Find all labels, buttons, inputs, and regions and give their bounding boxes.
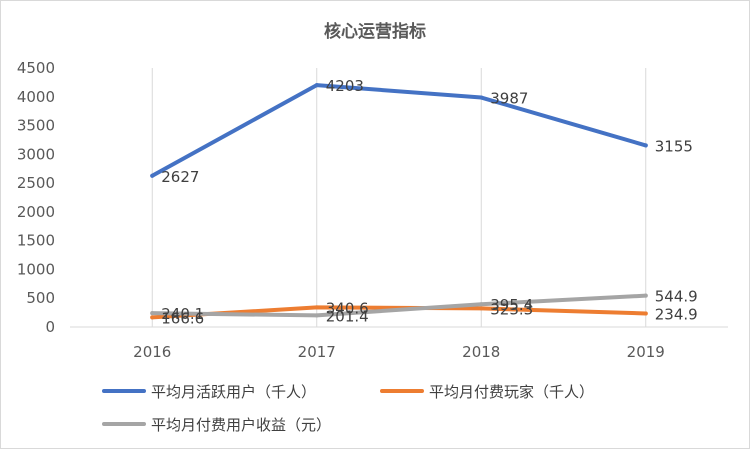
series-lines	[150, 83, 648, 320]
y-tick-label: 1000	[17, 260, 55, 278]
y-tick-label: 1500	[17, 232, 55, 250]
legend-label: 平均月活跃用户（千人）	[151, 383, 316, 401]
data-label: 395.4	[490, 296, 533, 314]
y-tick-label: 500	[26, 289, 55, 307]
axes: 0 500 1000 1500 2000 2500 3000 3500 4000 4500 2016…	[17, 59, 728, 361]
data-label: 544.9	[655, 288, 698, 306]
y-tick-label: 0	[45, 318, 55, 336]
legend: 平均月活跃用户（千人） 平均月付费玩家（千人） 平均月付费用户收益（元）	[102, 383, 594, 434]
data-label: 340.6	[326, 299, 369, 317]
data-label: 4203	[326, 77, 364, 95]
legend-item-2: 平均月付费玩家（千人）	[380, 383, 594, 401]
data-labels: 2627 4203 3987 3155 166.6 340.6 323.3 234.9 240.…	[161, 77, 697, 327]
y-tick-label: 2000	[17, 203, 55, 221]
data-point	[314, 313, 319, 318]
x-tick-label: 2016	[133, 343, 171, 361]
series-line-3	[150, 293, 648, 318]
legend-label: 平均月付费玩家（千人）	[429, 383, 594, 401]
data-label: 323.3	[490, 300, 533, 318]
series-line-1	[150, 83, 648, 178]
data-point	[150, 311, 155, 316]
legend-label: 平均月付费用户收益（元）	[151, 416, 331, 434]
y-tick-label: 2500	[17, 174, 55, 192]
data-point	[314, 83, 319, 88]
data-label: 2627	[161, 168, 199, 186]
x-tick-label: 2017	[298, 343, 336, 361]
data-point	[479, 95, 484, 100]
y-tick-label: 3500	[17, 117, 55, 135]
data-label: 3155	[655, 137, 693, 155]
data-label: 3987	[490, 90, 528, 108]
y-tick-label: 4000	[17, 88, 55, 106]
data-point	[479, 306, 484, 311]
data-label: 201.4	[326, 307, 369, 325]
data-label: 240.1	[161, 305, 204, 323]
gridlines	[151, 68, 647, 327]
data-point	[150, 315, 155, 320]
data-label: 234.9	[655, 305, 698, 323]
y-tick-label: 3000	[17, 145, 55, 163]
x-tick-label: 2018	[462, 343, 500, 361]
legend-item-3: 平均月付费用户收益（元）	[102, 416, 331, 434]
data-point	[314, 305, 319, 310]
x-tick-label: 2019	[627, 343, 665, 361]
data-point	[643, 143, 648, 148]
data-point	[643, 293, 648, 298]
legend-item-1: 平均月活跃用户（千人）	[102, 383, 316, 401]
data-point	[150, 173, 155, 178]
y-tick-label: 4500	[17, 59, 55, 77]
data-point	[643, 311, 648, 316]
chart-title: 核心运营指标	[324, 21, 426, 42]
data-label: 166.6	[161, 309, 204, 327]
data-point	[479, 302, 484, 307]
